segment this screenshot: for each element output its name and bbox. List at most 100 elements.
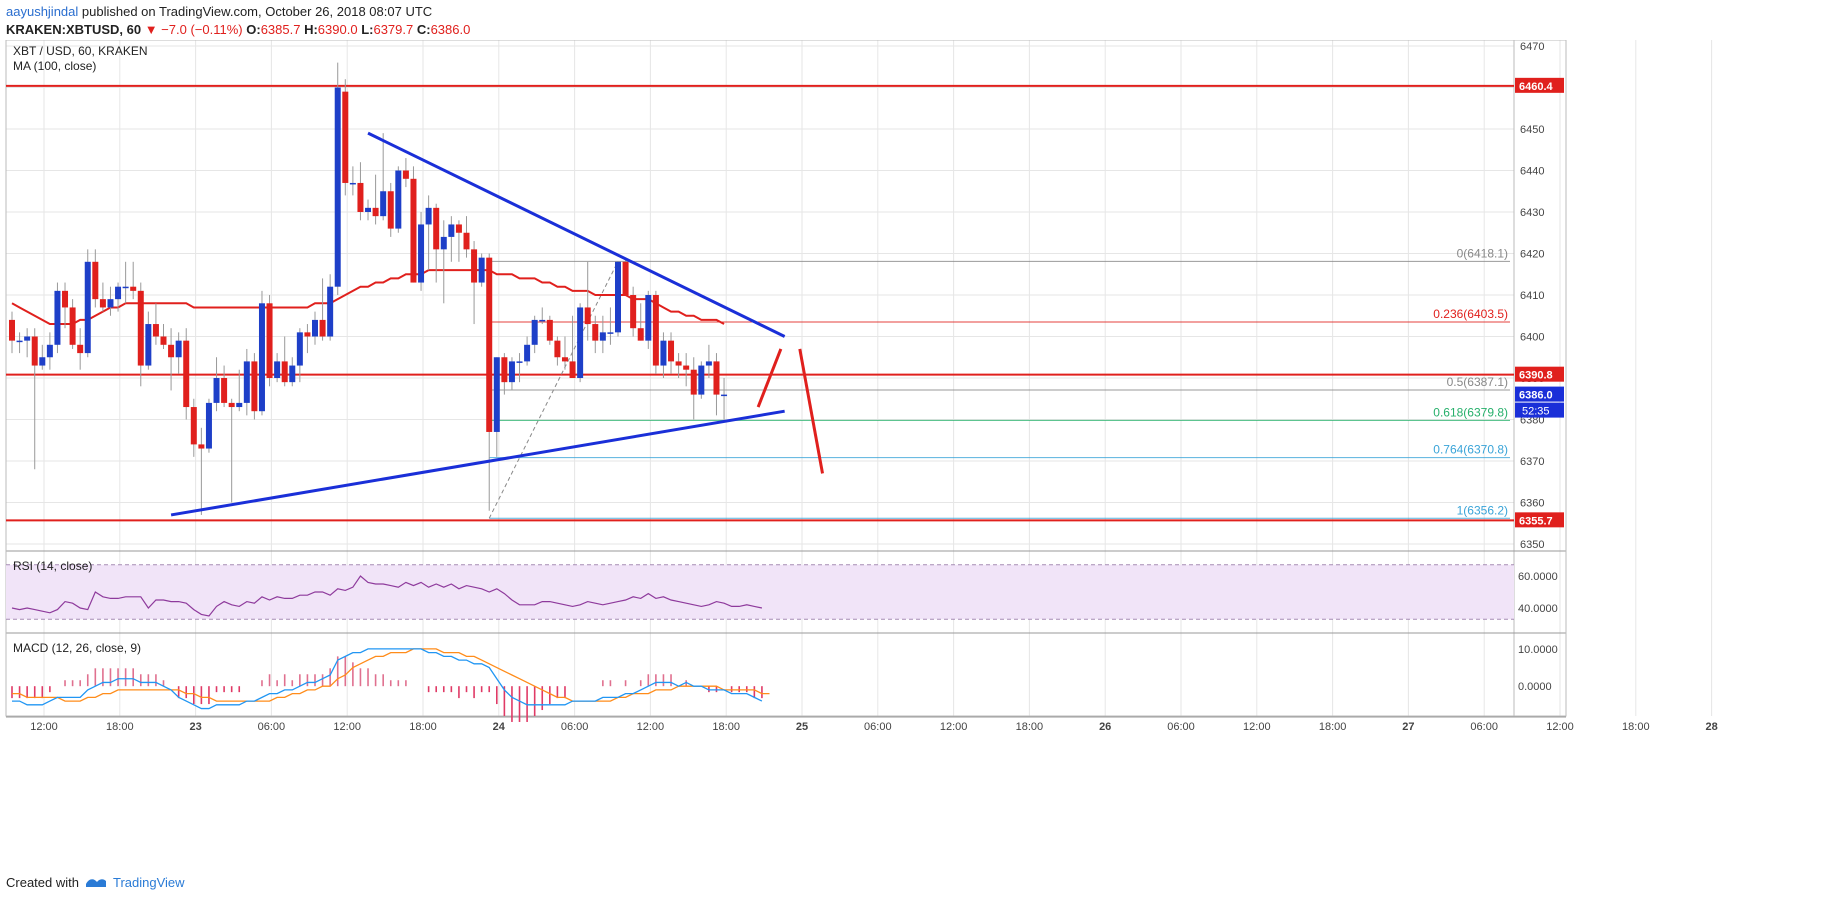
time-tick-label: 06:00 [864, 721, 892, 733]
price-axis-badge-label: 6355.7 [1519, 515, 1553, 527]
time-tick-label: 12:00 [637, 721, 665, 733]
macd-tick-label: 10.0000 [1518, 644, 1558, 656]
time-tick-label: 06:00 [258, 721, 286, 733]
published-text: published on TradingView.com, October 26… [81, 4, 433, 19]
price-tick-label: 6350 [1520, 539, 1544, 551]
candle-down [228, 402, 235, 408]
chart-title: XBT / USD, 60, KRAKEN [13, 44, 148, 58]
candle-up [607, 332, 614, 334]
candle-up [243, 361, 250, 403]
candle-up [54, 290, 61, 345]
price-tick-label: 6450 [1520, 124, 1544, 136]
price-tick-label: 6440 [1520, 166, 1544, 178]
candle-down [221, 378, 228, 403]
candle-up [539, 319, 546, 322]
candle-down [69, 307, 76, 345]
candle-up [145, 324, 152, 366]
candle-down [266, 303, 273, 378]
candle-down [342, 91, 349, 183]
candle-down [402, 170, 409, 179]
price-axis-badge [1515, 386, 1564, 402]
time-tick-label: 18:00 [712, 721, 740, 733]
trendline [170, 409, 785, 517]
trendline [367, 131, 786, 338]
symbol-label: KRAKEN:XBTUSD, 60 [6, 22, 142, 37]
price-axis-badge-label: 6386.0 [1519, 390, 1553, 402]
rsi-tick-label: 40.0000 [1518, 603, 1558, 615]
macd-title: MACD (12, 26, close, 9) [13, 641, 141, 655]
candle-up [395, 170, 402, 229]
candle-up [334, 87, 341, 287]
candle-up [213, 378, 220, 403]
candle-up [524, 344, 531, 362]
ohlc-line: KRAKEN:XBTUSD, 60 ▼ −7.0 (−0.11%) O:6385… [6, 22, 470, 37]
tradingview-brand-link[interactable]: TradingView [112, 874, 185, 890]
author-link[interactable]: aayushjindal [6, 4, 79, 19]
time-tick-label: 06:00 [561, 721, 589, 733]
candle-up [107, 299, 114, 308]
candle-down [281, 361, 288, 383]
low-value: 6379.7 [373, 22, 414, 37]
candle-up [16, 340, 23, 343]
candle-down [99, 299, 106, 308]
low-label: L: [361, 22, 374, 37]
close-value: 6386.0 [430, 22, 471, 37]
countdown-badge [1515, 402, 1564, 418]
candle-down [546, 319, 553, 341]
price-tick-label: 6420 [1520, 249, 1544, 261]
candle-up [205, 402, 212, 449]
candle-up [425, 207, 432, 225]
time-tick-label: 23 [189, 721, 201, 733]
macd-signal-line [12, 648, 770, 702]
change-value: ▼ −7.0 (−0.11%) [144, 22, 243, 37]
high-value: 6390.0 [317, 22, 358, 37]
macd-line [12, 648, 763, 710]
candle-down [160, 336, 167, 345]
fib-diagonal [488, 261, 619, 519]
price-tick-label: 6410 [1520, 290, 1544, 302]
candle-down [713, 361, 720, 395]
candle-down [592, 324, 599, 341]
price-axis-badge [1515, 512, 1564, 528]
fib-level-label: 1(6356.2) [1457, 503, 1508, 517]
candle-down [304, 332, 311, 337]
candle-down [675, 361, 682, 366]
candle-up [531, 319, 538, 345]
trading-chart[interactable]: 6350636063706380639064006410642064306440… [0, 40, 1828, 870]
close-label: C: [416, 22, 431, 37]
candle-up [115, 286, 122, 300]
rsi-band [6, 564, 1514, 620]
open-value: 6385.7 [260, 22, 301, 37]
candle-down [319, 319, 326, 337]
ma-indicator-label: MA (100, close) [13, 59, 96, 73]
price-tick-label: 6430 [1520, 207, 1544, 219]
candle-down [690, 369, 697, 395]
header-bar: aayushjindal published on TradingView.co… [0, 0, 1828, 40]
candle-up [365, 207, 372, 212]
price-axis-badge-label: 6390.8 [1519, 370, 1553, 382]
rsi-line [11, 575, 763, 617]
candle-up [122, 286, 129, 289]
chart-frame [5, 40, 1567, 717]
candle-up [660, 340, 667, 366]
candle-down [622, 261, 629, 295]
price-tick-label: 6400 [1520, 332, 1544, 344]
candle-up [46, 344, 53, 358]
candle-down [357, 182, 364, 212]
candle-up [645, 295, 652, 341]
time-tick-label: 12:00 [1243, 721, 1271, 733]
time-tick-label: 26 [1099, 721, 1111, 733]
candle-down [198, 444, 205, 449]
time-tick-label: 18:00 [1622, 721, 1650, 733]
price-axis-badge [1515, 77, 1564, 93]
price-tick-label: 6360 [1520, 498, 1544, 510]
candle-down [62, 290, 69, 308]
candle-down [152, 324, 159, 337]
candle-down [501, 357, 508, 383]
candle-up [258, 303, 265, 412]
candle-down [372, 207, 379, 217]
candle-down [561, 357, 568, 362]
projection-line [798, 348, 825, 474]
price-tick-label: 6370 [1520, 456, 1544, 468]
candle-up [508, 361, 515, 383]
